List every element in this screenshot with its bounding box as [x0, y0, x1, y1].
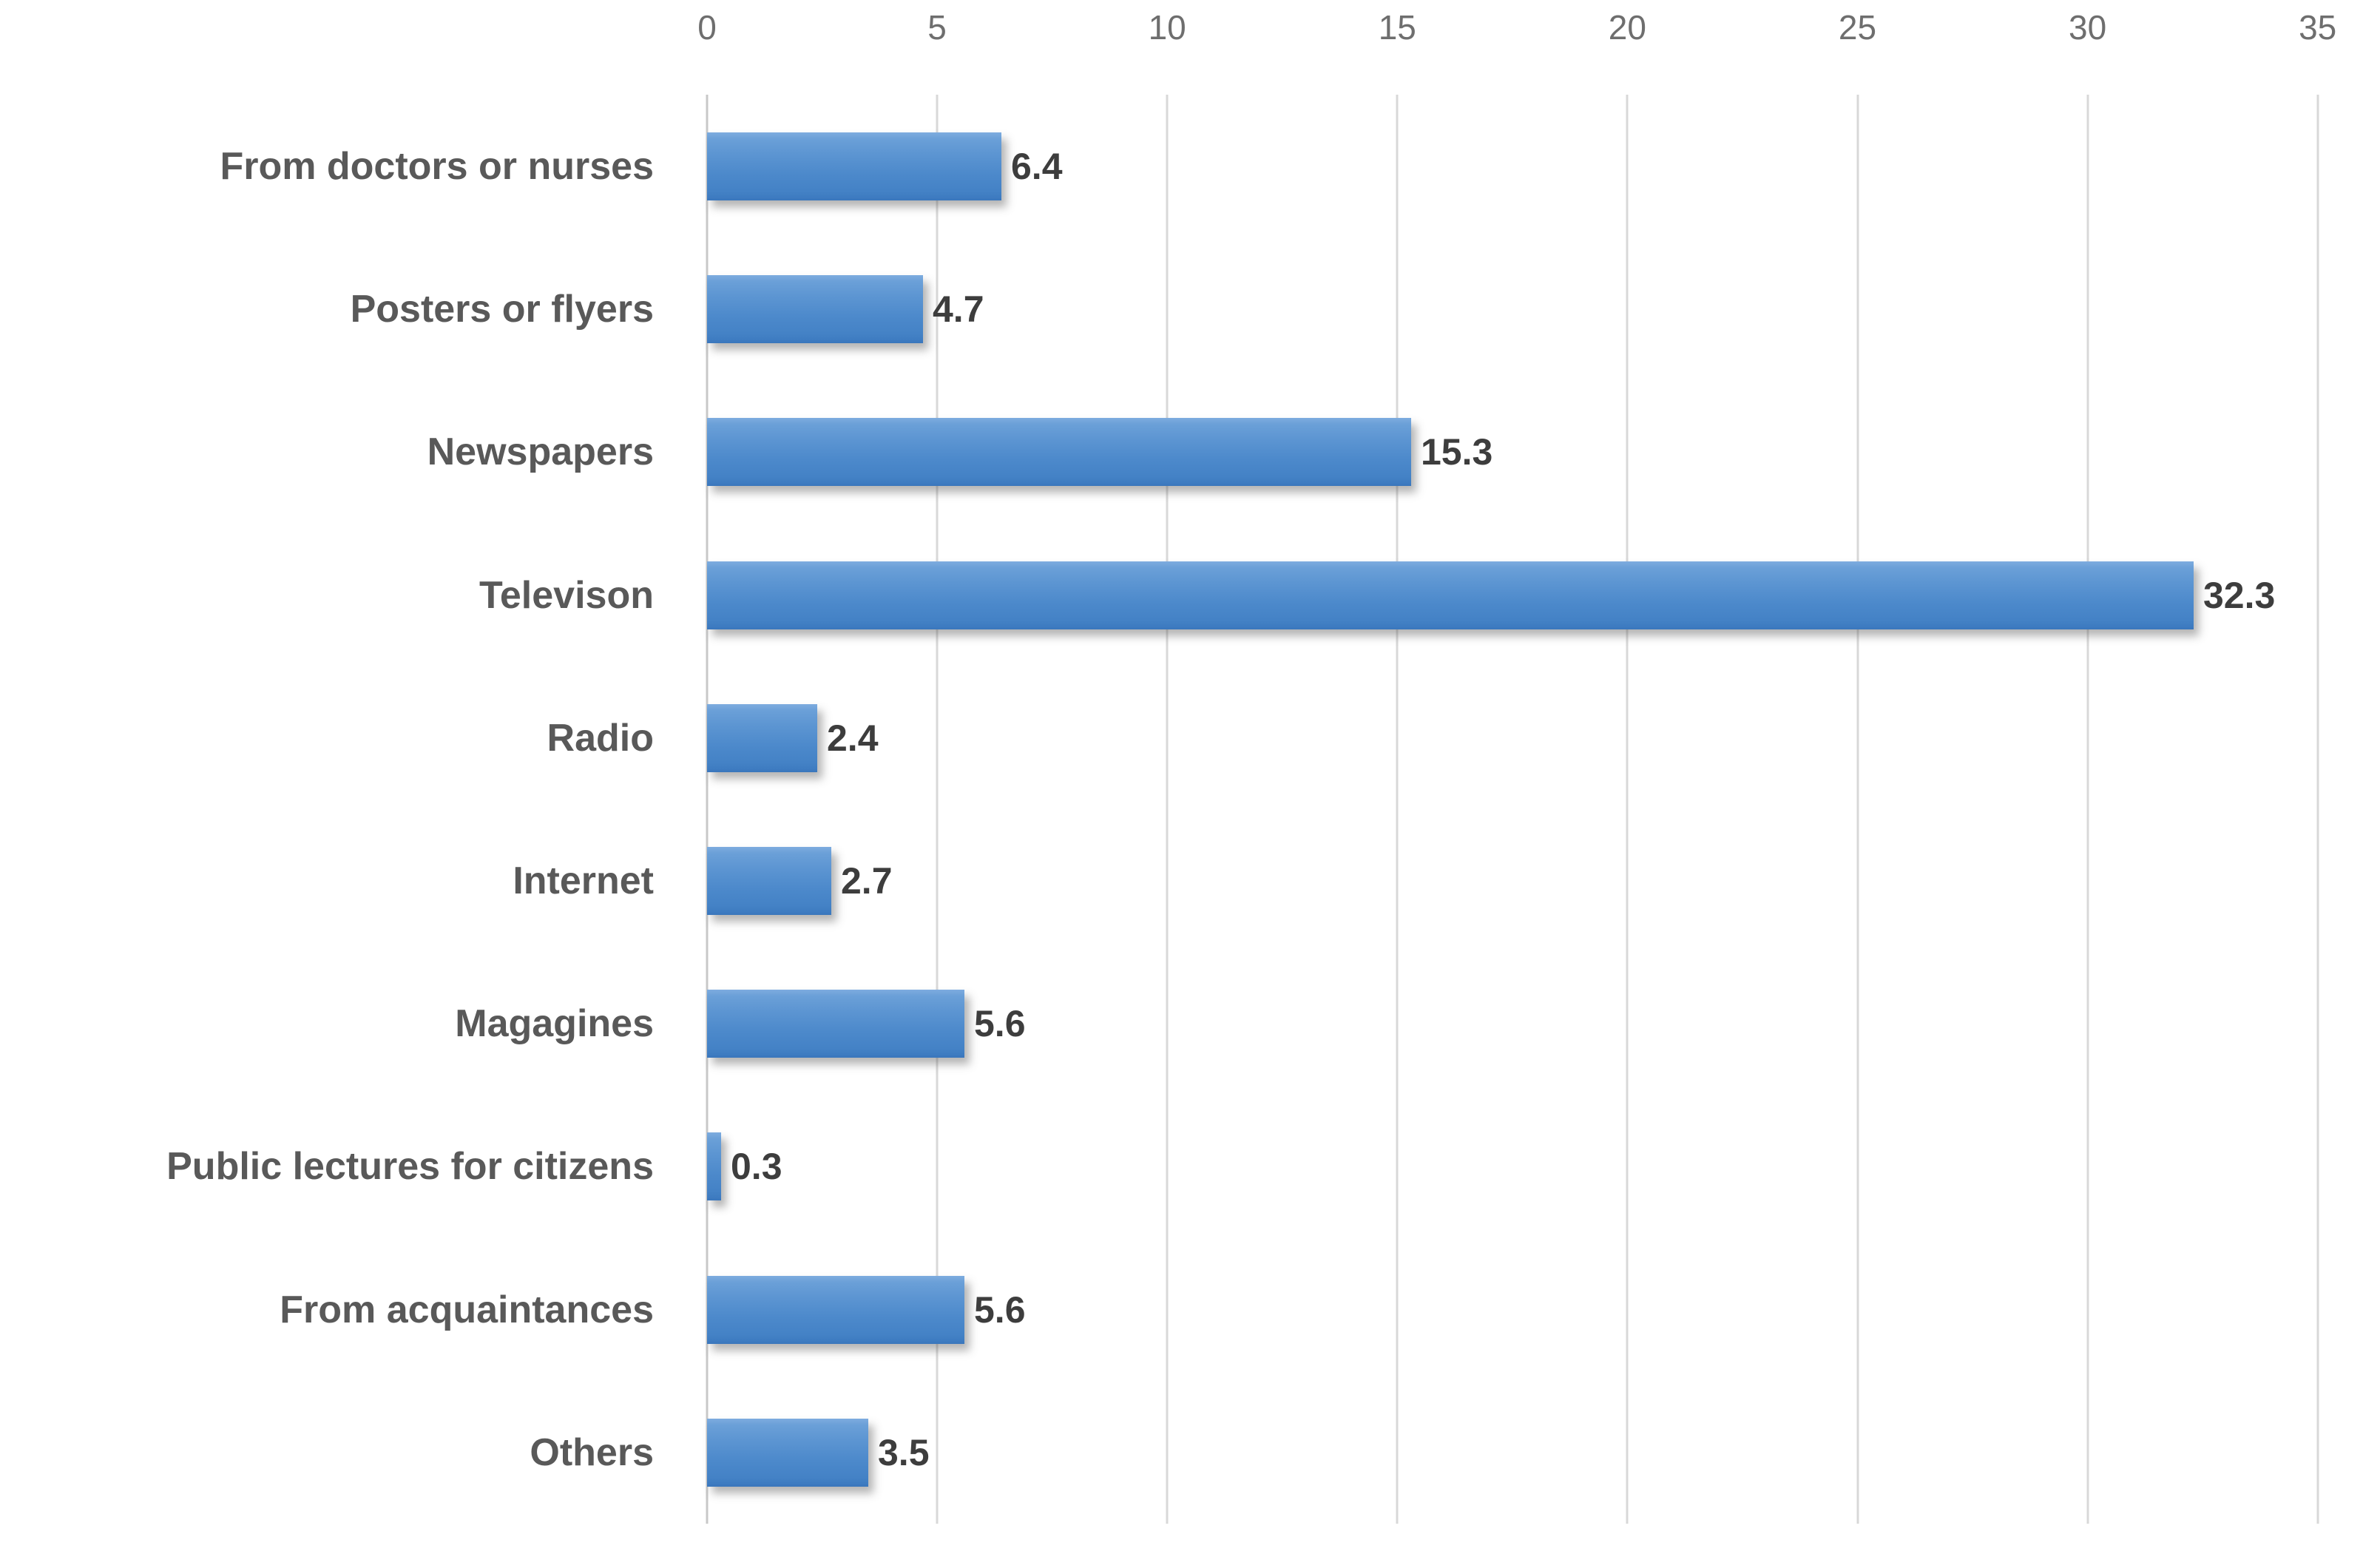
x-axis-tick: 20 — [1608, 8, 1646, 47]
chart-row: Others 3.5 — [0, 1381, 2380, 1524]
category-label: Internet — [513, 859, 654, 902]
x-axis-tick: 15 — [1378, 8, 1416, 47]
chart-row: Newspapers 15.3 — [0, 380, 2380, 523]
value-label: 2.4 — [827, 717, 879, 759]
x-axis-tick: 10 — [1148, 8, 1186, 47]
category-label: Radio — [547, 716, 654, 760]
bar — [707, 417, 1411, 486]
bar — [707, 703, 817, 772]
category-label: Others — [530, 1430, 654, 1474]
bar-track: 2.7 — [707, 809, 2380, 952]
x-axis-tick: 0 — [697, 8, 717, 47]
bar — [707, 1275, 964, 1344]
bar-track: 3.5 — [707, 1381, 2380, 1524]
value-label: 3.5 — [878, 1431, 930, 1473]
gridline — [1396, 95, 1399, 1524]
bar — [707, 1132, 721, 1200]
value-label: 15.3 — [1421, 430, 1493, 473]
value-label: 4.7 — [933, 288, 984, 330]
category-label: Public lectures for citizens — [166, 1144, 654, 1188]
bar-track: 4.7 — [707, 237, 2380, 380]
chart-row: From doctors or nurses 6.4 — [0, 95, 2380, 237]
x-axis-tick: 35 — [2299, 8, 2337, 47]
gridline — [936, 95, 939, 1524]
x-axis-tick: 30 — [2069, 8, 2107, 47]
bar-track: 0.3 — [707, 1095, 2380, 1237]
gridline — [1166, 95, 1169, 1524]
value-label: 0.3 — [731, 1145, 782, 1187]
bar — [707, 561, 2194, 629]
category-label: Newspapers — [427, 430, 654, 473]
value-label: 5.6 — [974, 1002, 1026, 1044]
chart-row: Public lectures for citizens 0.3 — [0, 1095, 2380, 1237]
gridline — [1626, 95, 1629, 1524]
bar — [707, 274, 923, 343]
chart-row: From acquaintances 5.6 — [0, 1238, 2380, 1381]
chart-row: Internet 2.7 — [0, 809, 2380, 952]
category-label: Posters or flyers — [350, 287, 654, 331]
value-label: 2.7 — [841, 859, 893, 902]
bar-track: 32.3 — [707, 524, 2380, 666]
category-label: Televison — [479, 573, 654, 617]
gridline — [706, 95, 709, 1524]
bar — [707, 989, 964, 1058]
value-label: 32.3 — [2203, 574, 2276, 616]
category-label: From doctors or nurses — [220, 144, 654, 188]
chart-row: Radio 2.4 — [0, 666, 2380, 809]
category-label: Magagines — [455, 1001, 654, 1045]
chart-row: Posters or flyers 4.7 — [0, 237, 2380, 380]
bar — [707, 1418, 868, 1487]
bar-track: 2.4 — [707, 666, 2380, 809]
category-label: From acquaintances — [280, 1288, 654, 1331]
bar — [707, 846, 831, 915]
chart-row: Magagines 5.6 — [0, 952, 2380, 1095]
value-label: 6.4 — [1011, 145, 1063, 187]
chart-row: Televison 32.3 — [0, 524, 2380, 666]
bar — [707, 132, 1001, 200]
x-axis-tick: 5 — [927, 8, 947, 47]
bar-track: 6.4 — [707, 95, 2380, 237]
x-axis-tick: 25 — [1838, 8, 1877, 47]
value-label: 5.6 — [974, 1288, 1026, 1331]
gridline — [2316, 95, 2319, 1524]
bar-track: 15.3 — [707, 380, 2380, 523]
gridline — [1856, 95, 1859, 1524]
bar-track: 5.6 — [707, 1238, 2380, 1381]
bar-track: 5.6 — [707, 952, 2380, 1095]
gridline — [2086, 95, 2089, 1524]
